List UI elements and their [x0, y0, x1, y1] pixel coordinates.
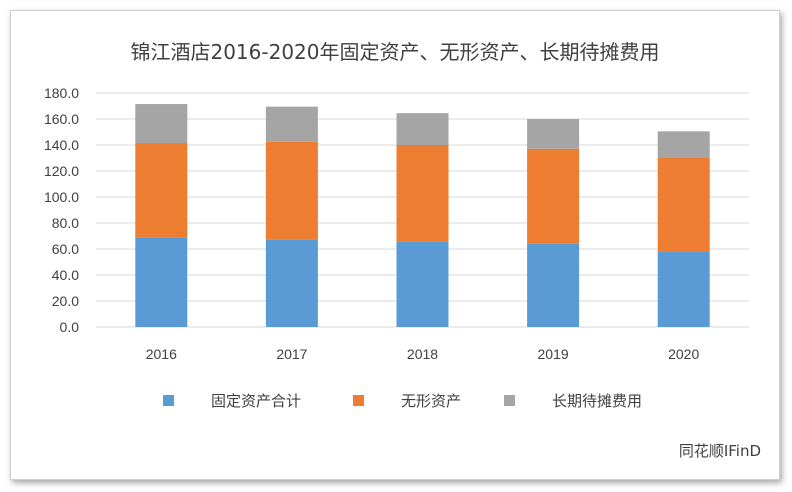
bar-2018-series-1: [396, 145, 449, 242]
legend-label-0: 固定资产合计: [211, 392, 301, 410]
legend-swatch-2: [504, 395, 515, 406]
bar-2019-series-1: [527, 148, 580, 244]
y-tick-label: 0.0: [60, 319, 80, 335]
bar-2016-series-1: [135, 143, 188, 238]
legend-swatch-0: [163, 395, 174, 406]
x-tick-label: 2018: [407, 346, 438, 362]
legend: 固定资产合计 无形资产 长期待摊费用: [163, 392, 642, 410]
bar-2018-series-0: [396, 241, 449, 327]
legend-label-2: 长期待摊费用: [552, 392, 642, 410]
bar-2019-series-2: [527, 119, 580, 149]
y-tick-label: 60.0: [52, 241, 79, 257]
x-tick-label: 2016: [146, 346, 177, 362]
bar-2018-series-2: [396, 113, 449, 145]
bar-2017-series-2: [265, 106, 318, 142]
chart-title: 锦江酒店2016-2020年固定资产、无形资产、长期待摊费用: [130, 40, 659, 64]
legend-swatch-1: [353, 395, 364, 406]
bars: [135, 104, 710, 327]
x-tick-label: 2020: [668, 346, 699, 362]
x-axis-ticks: 2016 2017 2018 2019 2020: [146, 346, 700, 362]
y-tick-label: 160.0: [44, 111, 79, 127]
source-label: 同花顺IFinD: [679, 442, 761, 460]
y-tick-label: 180.0: [44, 85, 79, 101]
bar-2020-series-1: [657, 157, 710, 252]
y-tick-label: 80.0: [52, 215, 79, 231]
y-tick-label: 20.0: [52, 293, 79, 309]
chart-canvas: 锦江酒店2016-2020年固定资产、无形资产、长期待摊费用 0.0 20.0 40…: [44, 40, 761, 460]
bar-2017-series-0: [265, 239, 318, 327]
y-tick-label: 40.0: [52, 267, 79, 283]
bar-2019-series-0: [527, 243, 580, 327]
bar-2017-series-1: [265, 141, 318, 240]
legend-label-1: 无形资产: [401, 392, 461, 410]
chart-frame: 锦江酒店2016-2020年固定资产、无形资产、长期待摊费用 0.0 20.0 40…: [10, 10, 780, 480]
bar-2020-series-0: [657, 251, 710, 327]
bar-2016-series-0: [135, 237, 188, 327]
bar-2020-series-2: [657, 131, 710, 158]
bar-2016-series-2: [135, 104, 188, 144]
x-tick-label: 2017: [276, 346, 307, 362]
y-tick-label: 120.0: [44, 163, 79, 179]
y-tick-label: 100.0: [44, 189, 79, 205]
y-axis-ticks: 0.0 20.0 40.0 60.0 80.0 100.0 120.0 140.0 160.0 1…: [44, 85, 79, 335]
y-tick-label: 140.0: [44, 137, 79, 153]
x-tick-label: 2019: [538, 346, 569, 362]
